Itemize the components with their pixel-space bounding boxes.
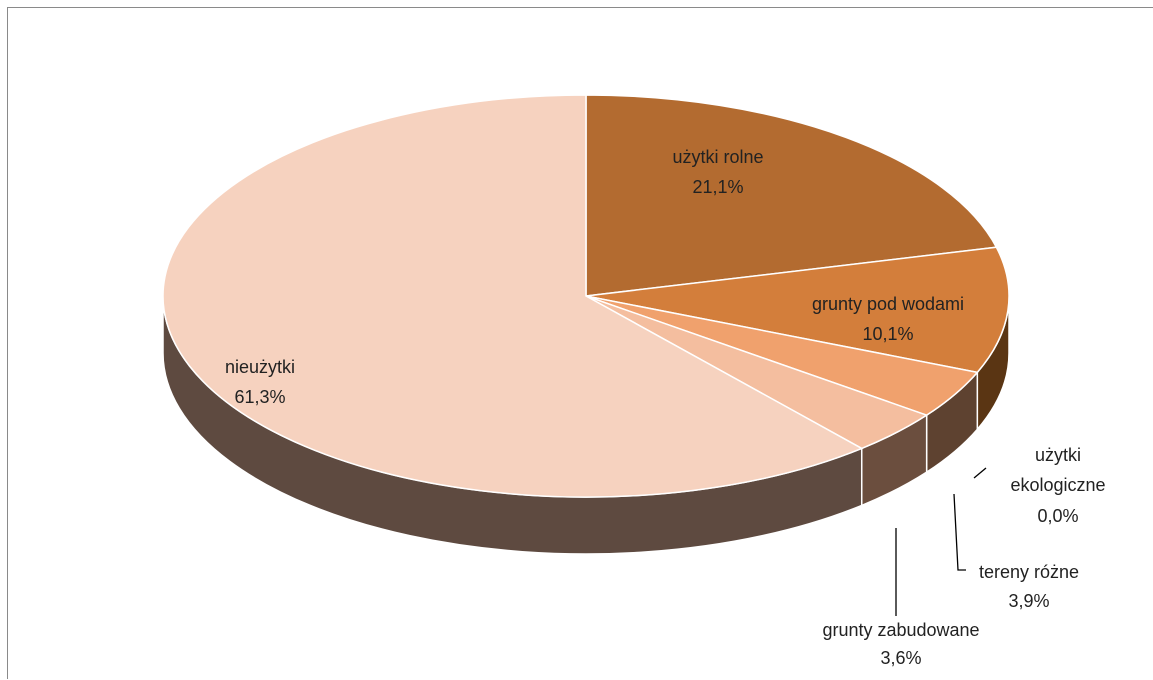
- slice-value-tereny-rozne: 3,9%: [1008, 591, 1049, 611]
- slice-label-uzytki-ekologiczne-1: użytki: [1035, 445, 1081, 465]
- chart-area: użytki rolne 21,1% grunty pod wodami 10,…: [7, 7, 1153, 679]
- slice-value-nieuzytki: 61,3%: [234, 387, 285, 407]
- slice-value-uzytki-rolne: 21,1%: [692, 177, 743, 197]
- slice-label-uzytki-rolne: użytki rolne: [672, 147, 763, 167]
- slice-label-grunty-pod-wodami: grunty pod wodami: [812, 294, 964, 314]
- leader-lines: [895, 467, 987, 616]
- slice-label-tereny-rozne: tereny różne: [979, 562, 1079, 582]
- slice-value-grunty-pod-wodami: 10,1%: [862, 324, 913, 344]
- pie-slice-użytki-rolne: [585, 94, 998, 297]
- slice-label-grunty-zabudowane: grunty zabudowane: [822, 620, 979, 640]
- pie-slice-grunty-pod-wodami: [585, 246, 1010, 374]
- leader-line-tereny-rozne: [953, 493, 966, 571]
- pie-top-faces: [162, 94, 1010, 498]
- pie-chart: użytki rolne 21,1% grunty pod wodami 10,…: [162, 94, 1106, 668]
- data-labels: użytki rolne 21,1% grunty pod wodami 10,…: [225, 147, 1106, 668]
- leader-line-uzytki-ekologiczne: [973, 467, 987, 479]
- slice-value-uzytki-ekologiczne: 0,0%: [1037, 506, 1078, 526]
- slice-label-uzytki-ekologiczne-2: ekologiczne: [1010, 475, 1105, 495]
- pie-slice-nieużytki: [162, 94, 864, 498]
- slice-label-nieuzytki: nieużytki: [225, 357, 295, 377]
- slice-value-grunty-zabudowane: 3,6%: [880, 648, 921, 668]
